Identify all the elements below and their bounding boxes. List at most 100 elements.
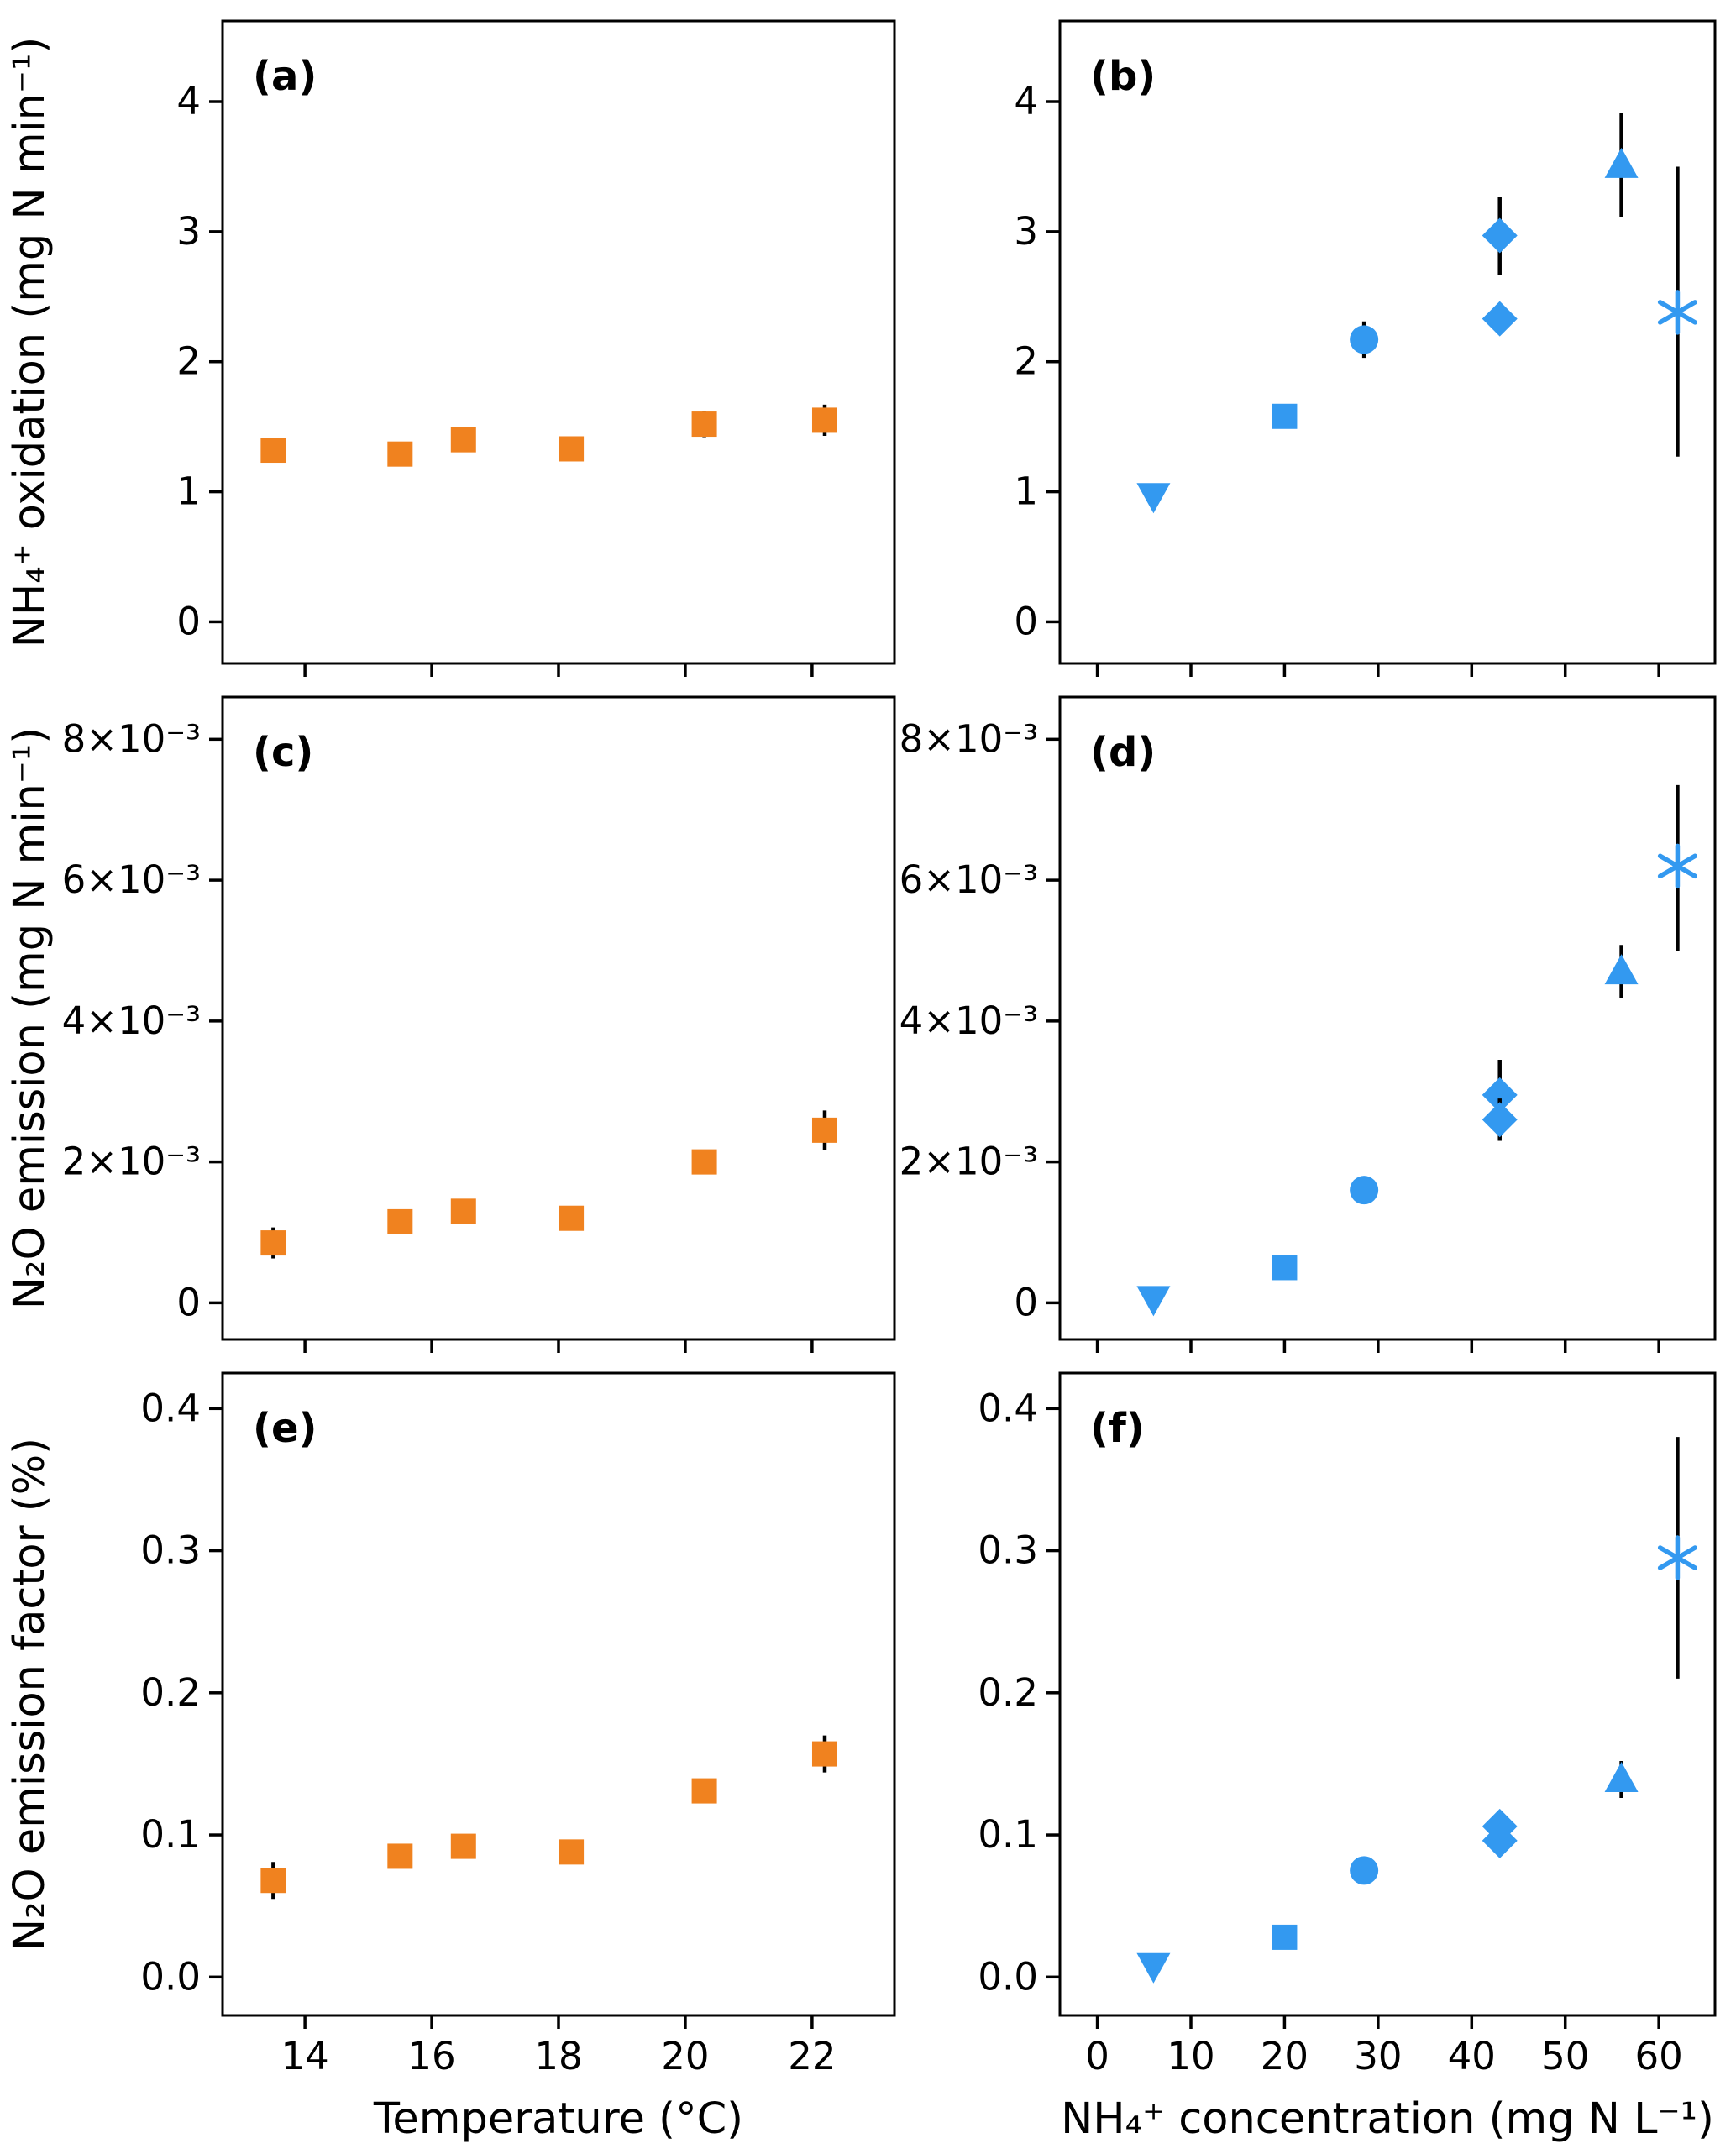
marker-square — [691, 1149, 717, 1175]
y-tick-label: 4×10⁻³ — [899, 998, 1038, 1043]
x-tick-label: 20 — [1261, 2034, 1309, 2078]
panel-d: 0 2×10⁻³ 4×10⁻³ 6×10⁻³ 8×10⁻³ (d) — [899, 695, 1717, 1353]
panel-b: 0 1 2 3 4 (b) — [1014, 19, 1717, 677]
marker-square — [450, 1833, 476, 1859]
marker-square — [387, 441, 413, 467]
y-tick-label: 4×10⁻³ — [62, 998, 201, 1043]
x-tick-label: 16 — [407, 2034, 455, 2078]
marker-square — [450, 427, 476, 453]
x-tick-label: 0 — [1085, 2034, 1109, 2078]
x-tick-label: 50 — [1541, 2034, 1589, 2078]
y-tick-label: 0 — [176, 1280, 201, 1324]
plot-box — [1058, 1371, 1717, 2017]
marker-diamond — [1482, 1102, 1518, 1138]
marker-square — [559, 1205, 585, 1231]
y-tick-label: 0.1 — [140, 1812, 201, 1857]
panel-label: (b) — [1090, 53, 1156, 100]
y-tick-label: 0.2 — [978, 1670, 1038, 1715]
marker-circle — [1350, 1176, 1379, 1205]
marker-circle — [1350, 325, 1379, 354]
y-tick-label: 6×10⁻³ — [62, 857, 201, 902]
y-tick-label: 0.4 — [140, 1386, 201, 1430]
marker-diamond — [1482, 1822, 1518, 1858]
y-tick-label: 0.3 — [140, 1528, 201, 1573]
plot-box — [221, 1371, 896, 2017]
marker-diamond — [1482, 1077, 1518, 1113]
panel-c: 0 2×10⁻³ 4×10⁻³ 6×10⁻³ 8×10⁻³ (c) N₂O emission… — [5, 695, 896, 1353]
marker-square — [450, 1198, 476, 1224]
x-tick-label: 30 — [1354, 2034, 1402, 2078]
y-tick-label: 1 — [1014, 469, 1038, 514]
marker-square — [1272, 1924, 1298, 1950]
marker-square — [811, 1741, 837, 1767]
plot-box — [1058, 695, 1717, 1341]
marker-asterisk-arm — [1657, 300, 1697, 325]
y-tick-label: 0.3 — [978, 1528, 1038, 1573]
marker-triangle-up — [1604, 954, 1639, 985]
y-tick-label: 2×10⁻³ — [62, 1140, 201, 1184]
y-axis-title: NH₄⁺ oxidation (mg N min⁻¹) — [5, 37, 55, 648]
y-tick-label: 8×10⁻³ — [62, 716, 201, 761]
y-tick-label: 8×10⁻³ — [899, 716, 1038, 761]
marker-circle — [1350, 1856, 1379, 1885]
marker-asterisk-arm — [1657, 1545, 1697, 1570]
y-tick-label: 0.1 — [978, 1812, 1038, 1857]
x-tick-label: 14 — [281, 2034, 328, 2078]
marker-triangle-down — [1136, 483, 1171, 514]
panel-label: (a) — [253, 53, 317, 100]
panel-label: (f) — [1090, 1405, 1145, 1452]
marker-square — [387, 1843, 413, 1869]
y-axis-title: N₂O emission (mg N min⁻¹) — [5, 727, 55, 1309]
marker-asterisk-arm — [1657, 853, 1697, 879]
panel-a: 0 1 2 3 4 (a) NH₄⁺ oxidation (mg N min⁻¹) — [5, 19, 896, 677]
panel-e: 0.0 0.1 0.2 0.3 0.4 14 16 18 20 22 (e) N₂O emission… — [5, 1371, 896, 2144]
y-axis-title: N₂O emission factor (%) — [5, 1438, 55, 1951]
marker-square — [691, 1778, 717, 1804]
x-axis-title: Temperature (°C) — [373, 2094, 743, 2144]
plot-box — [221, 19, 896, 665]
marker-triangle-down — [1136, 1952, 1171, 1984]
y-tick-label: 0.0 — [140, 1954, 201, 1999]
marker-square — [691, 411, 717, 438]
y-tick-label: 2 — [176, 339, 201, 384]
marker-diamond — [1482, 301, 1518, 337]
x-tick-label: 40 — [1448, 2034, 1496, 2078]
marker-square — [559, 1839, 585, 1865]
x-tick-label: 60 — [1635, 2034, 1683, 2078]
marker-square — [811, 407, 837, 433]
y-tick-label: 0.4 — [978, 1386, 1038, 1430]
y-tick-label: 0.2 — [140, 1670, 201, 1715]
y-tick-label: 3 — [1014, 209, 1038, 254]
y-tick-label: 0.0 — [978, 1954, 1038, 1999]
y-tick-label: 2×10⁻³ — [899, 1140, 1038, 1184]
marker-diamond — [1482, 217, 1518, 254]
marker-square — [1272, 1255, 1298, 1281]
marker-square — [559, 436, 585, 462]
x-tick-label: 20 — [661, 2034, 709, 2078]
panel-label: (e) — [253, 1405, 317, 1452]
y-tick-label: 4 — [176, 79, 201, 123]
marker-triangle-up — [1604, 1762, 1639, 1793]
marker-triangle-down — [1136, 1286, 1171, 1317]
marker-square — [260, 438, 286, 464]
marker-square — [811, 1117, 837, 1143]
y-tick-label: 0 — [176, 599, 201, 643]
x-axis-title: NH₄⁺ concentration (mg N L⁻¹) — [1061, 2094, 1714, 2144]
y-tick-label: 2 — [1014, 339, 1038, 384]
x-tick-label: 10 — [1167, 2034, 1214, 2078]
y-tick-label: 4 — [1014, 79, 1038, 123]
x-tick-label: 18 — [534, 2034, 582, 2078]
marker-square — [260, 1230, 286, 1256]
marker-square — [387, 1208, 413, 1234]
plot-box — [221, 695, 896, 1341]
panel-f: 0.0 0.1 0.2 0.3 0.4 0 10 20 30 40 50 60 (f) NH₄⁺ conc… — [978, 1371, 1717, 2144]
x-tick-label: 22 — [788, 2034, 836, 2078]
panel-label: (d) — [1090, 729, 1156, 776]
y-tick-label: 6×10⁻³ — [899, 857, 1038, 902]
marker-square — [1272, 403, 1298, 429]
marker-square — [260, 1868, 286, 1894]
panel-label: (c) — [253, 729, 313, 776]
marker-triangle-up — [1604, 147, 1639, 178]
